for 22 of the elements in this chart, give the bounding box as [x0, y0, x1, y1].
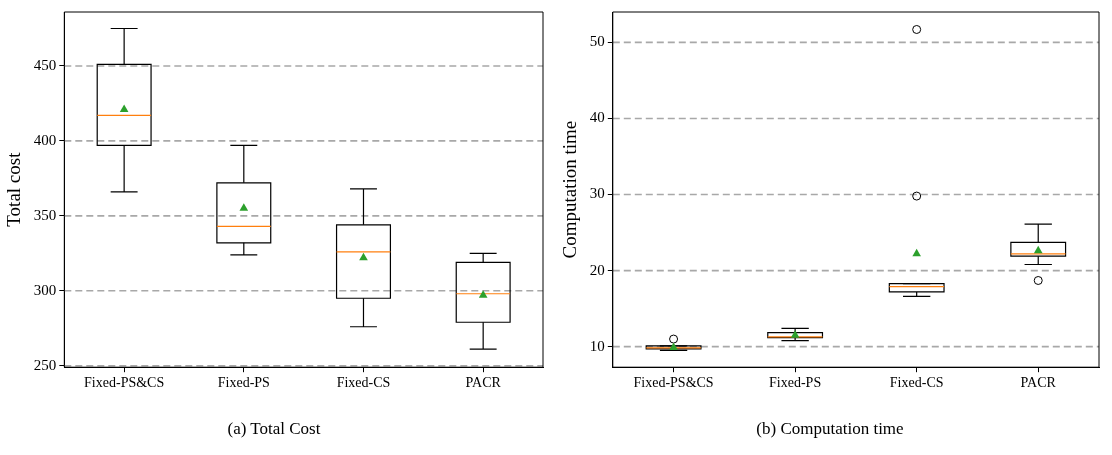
y-tick-label: 10 — [589, 337, 605, 354]
y-axis-title: Computation time — [559, 120, 581, 259]
x-tick-label: Fixed-PS — [769, 375, 822, 391]
text: (b) Computation time — [756, 419, 904, 439]
x-tick-label: Fixed-PS — [217, 375, 270, 391]
y-tick-label: 350 — [33, 206, 57, 223]
y-tick-label: 40 — [589, 109, 605, 126]
y-tick-label: 300 — [33, 281, 57, 298]
x-tick-label: Fixed-PS&CS — [84, 375, 165, 391]
x-tick-label: PACR — [465, 375, 502, 391]
y-tick-label: 30 — [589, 185, 605, 202]
y-tick-label: 400 — [33, 131, 57, 148]
x-tick-label: Fixed-PS&CS — [633, 375, 714, 391]
x-tick-label: PACR — [1020, 375, 1057, 391]
y-tick-label: 250 — [33, 356, 57, 373]
x-tick-label: Fixed-CS — [336, 375, 391, 391]
y-tick-label: 450 — [33, 56, 57, 73]
y-tick-label: 50 — [589, 33, 605, 50]
x-tick-label: Fixed-CS — [889, 375, 944, 391]
y-tick-label: 20 — [589, 261, 605, 278]
text: (a) Total Cost — [227, 419, 321, 439]
y-axis-title: Total cost — [3, 151, 25, 227]
